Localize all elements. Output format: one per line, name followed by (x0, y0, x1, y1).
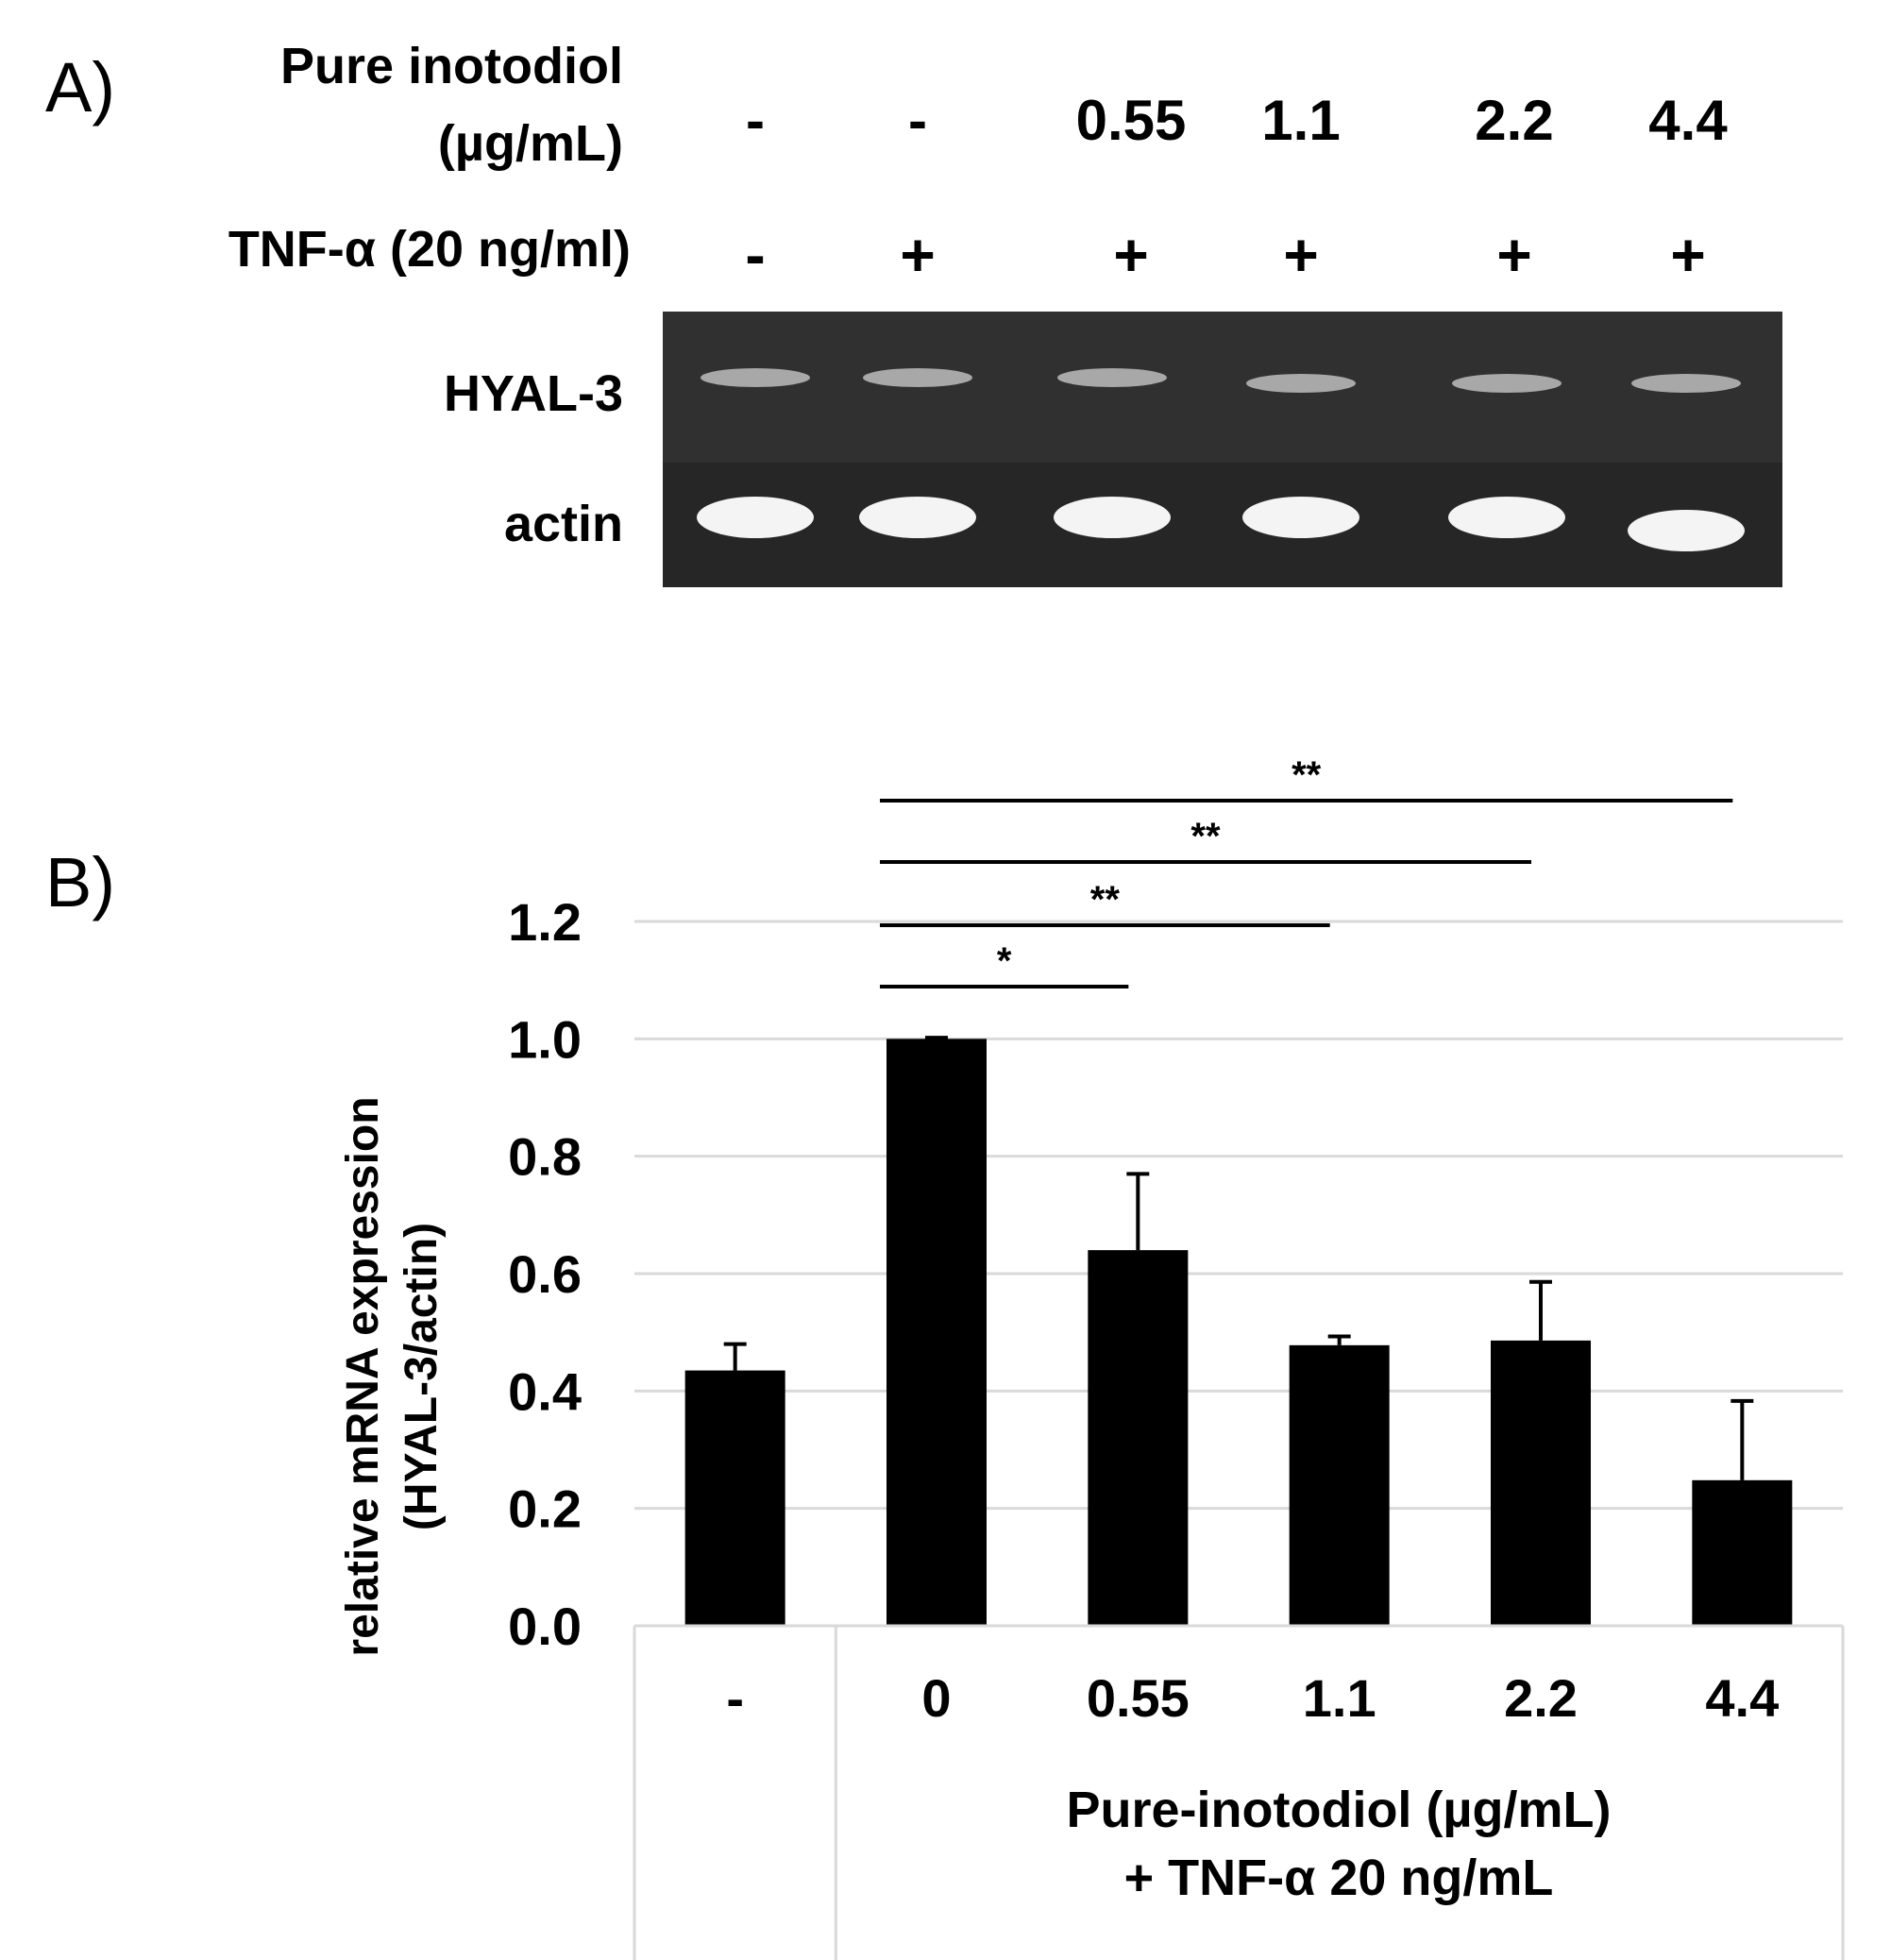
gel-label-actin: actin (504, 496, 623, 552)
gel-label-hyal3: HYAL-3 (444, 365, 623, 422)
bar (684, 1370, 785, 1626)
treatment-values-row: - - 0.55 1.1 2.2 4.4 (746, 89, 1728, 152)
treatment-label-line1: Pure inotodiol (280, 38, 623, 94)
y-axis-label-line2: (HYAL-3/actin) (397, 1223, 447, 1530)
x-tick-label: 4.4 (1705, 1668, 1779, 1728)
actin-band (1054, 497, 1171, 538)
significance-brackets: ******* (880, 754, 1733, 988)
bar (1491, 1340, 1591, 1626)
x-tick-label: 1.1 (1303, 1668, 1376, 1728)
tnf-label: TNF-α (20 ng/ml) (228, 221, 631, 278)
x-axis-label-line2: + TNF-α 20 ng/mL (1124, 1850, 1554, 1906)
error-bars (723, 1036, 1754, 1480)
tnf-value: + (1283, 221, 1318, 289)
x-axis (633, 1624, 1845, 1960)
gel-image (663, 312, 1782, 587)
treatment-label-line2: (µg/mL) (438, 115, 623, 172)
bar-chart: 0.00.20.40.60.81.01.2 ******* -0 0.55 1.1 2… (508, 754, 1845, 1960)
hyal3-band (701, 368, 810, 387)
significance-label: ** (1090, 879, 1121, 921)
hyal3-band (1631, 374, 1741, 393)
x-tick-label: 2.2 (1504, 1668, 1578, 1728)
treatment-value: - (746, 89, 765, 152)
panel-b-letter: B) (45, 843, 115, 921)
actin-band (697, 497, 814, 538)
actin-band (1448, 497, 1565, 538)
tnf-value: + (1496, 221, 1531, 289)
x-tick-label: - (726, 1668, 744, 1728)
x-axis-label-line1: Pure-inotodiol (µg/mL) (1066, 1782, 1611, 1838)
significance-label: ** (1190, 816, 1221, 857)
tnf-value: - (745, 221, 765, 289)
y-tick-label: 0.6 (508, 1244, 582, 1304)
y-axis-label-line1: relative mRNA expression (338, 1096, 388, 1656)
tnf-values-row: - + + + + + (745, 221, 1705, 289)
x-tick-label: 0 (921, 1668, 951, 1728)
tnf-value: + (900, 221, 935, 289)
panel-a-letter: A) (45, 48, 115, 127)
actin-band (1628, 510, 1745, 551)
bar (1289, 1344, 1390, 1626)
y-tick-label: 0.8 (508, 1127, 582, 1187)
y-tick-label: 1.0 (508, 1009, 582, 1069)
tnf-value: + (1670, 221, 1705, 289)
tnf-value: + (1113, 221, 1148, 289)
bar (1692, 1479, 1793, 1626)
hyal3-band (1452, 374, 1562, 393)
actin-band (859, 497, 976, 538)
treatment-value: 0.55 (1076, 89, 1187, 152)
gridlines (634, 920, 1843, 1511)
actin-band (1242, 497, 1359, 538)
significance-label: * (997, 940, 1012, 982)
y-tick-label: 0.0 (508, 1597, 582, 1656)
bar (886, 1039, 987, 1626)
y-tick-labels: 0.0 0.2 0.4 0.6 0.8 1.0 1.2 (508, 892, 582, 1656)
significance-label: ** (1292, 754, 1322, 796)
treatment-value: 4.4 (1648, 89, 1728, 152)
bar (1088, 1250, 1189, 1626)
x-tick-labels: - 0 0.55 1.1 2.2 4.4 (726, 1668, 1779, 1728)
x-tick-label: 0.55 (1087, 1668, 1190, 1728)
bars (684, 1039, 1793, 1626)
y-tick-label: 1.2 (508, 892, 582, 952)
hyal3-band (1057, 368, 1167, 387)
y-tick-label: 0.4 (508, 1361, 582, 1421)
y-tick-label: 0.2 (508, 1479, 582, 1539)
treatment-value: 1.1 (1261, 89, 1340, 152)
hyal3-band (863, 368, 972, 387)
hyal3-band (1246, 374, 1356, 393)
treatment-value: - (908, 89, 927, 152)
treatment-value: 2.2 (1475, 89, 1553, 152)
